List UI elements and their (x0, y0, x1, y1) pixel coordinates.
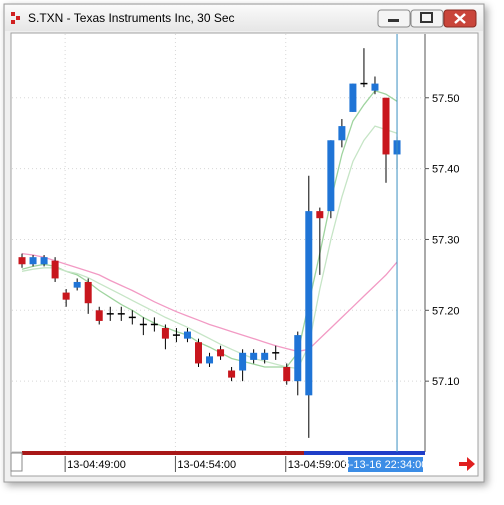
y-tick-label: 57.10 (432, 376, 460, 388)
moving-average-line (21, 89, 398, 368)
cursor-label-box (348, 457, 423, 472)
candle-body (18, 257, 26, 265)
candle-body (228, 370, 236, 378)
y-tick-label: 57.20 (432, 305, 460, 317)
candle-body (261, 352, 269, 360)
y-tick-label: 57.30 (432, 234, 460, 246)
candle-body (194, 342, 202, 364)
candle-body (349, 83, 357, 112)
app-icon (11, 12, 20, 24)
candle-body (382, 97, 390, 155)
y-tick-label: 57.50 (432, 93, 460, 105)
x-tick-label: 13-04:59:00 (288, 459, 347, 471)
candle-body (371, 83, 379, 91)
candle-body (239, 352, 247, 371)
candle-body (183, 331, 191, 339)
candle-body (316, 211, 324, 219)
x-tick-label: 13-04:54:00 (177, 459, 236, 471)
scroll-handle[interactable] (10, 452, 23, 472)
close-button[interactable] (443, 9, 477, 28)
candle-body (51, 260, 59, 279)
time-range-bar (304, 451, 425, 455)
candle-body (327, 140, 335, 212)
candle-body (161, 328, 169, 339)
candle-body (95, 310, 103, 321)
candle-body (206, 356, 214, 364)
candle-body (305, 211, 313, 396)
candle-body (217, 349, 225, 357)
cursor-label: 5-13-16 22:34:00 (344, 459, 428, 471)
x-tick-label: 13-04:49:00 (67, 459, 126, 471)
candle-body (29, 257, 37, 265)
candle-body (84, 281, 92, 304)
maximize-button[interactable] (410, 9, 444, 28)
moving-average-line (21, 252, 398, 353)
candle-body (250, 352, 258, 360)
moving-average-line (21, 125, 398, 370)
y-tick-label: 57.40 (432, 164, 460, 176)
chart-panel (10, 32, 479, 477)
minimize-button[interactable] (377, 9, 411, 28)
candle-body (40, 257, 48, 265)
candle-body (73, 281, 81, 288)
candle-body (294, 335, 302, 382)
scroll-right-arrow[interactable] (459, 457, 475, 471)
window-title: S.TXN - Texas Instruments Inc, 30 Sec (28, 11, 235, 25)
candle-body (283, 366, 291, 382)
candle-body (62, 292, 70, 300)
plot-area: 57.10 57.20 57.30 57.40 57.50 13-04:49:00 13-0… (12, 34, 460, 472)
candle-body (338, 126, 346, 141)
time-range-bar (22, 451, 304, 455)
